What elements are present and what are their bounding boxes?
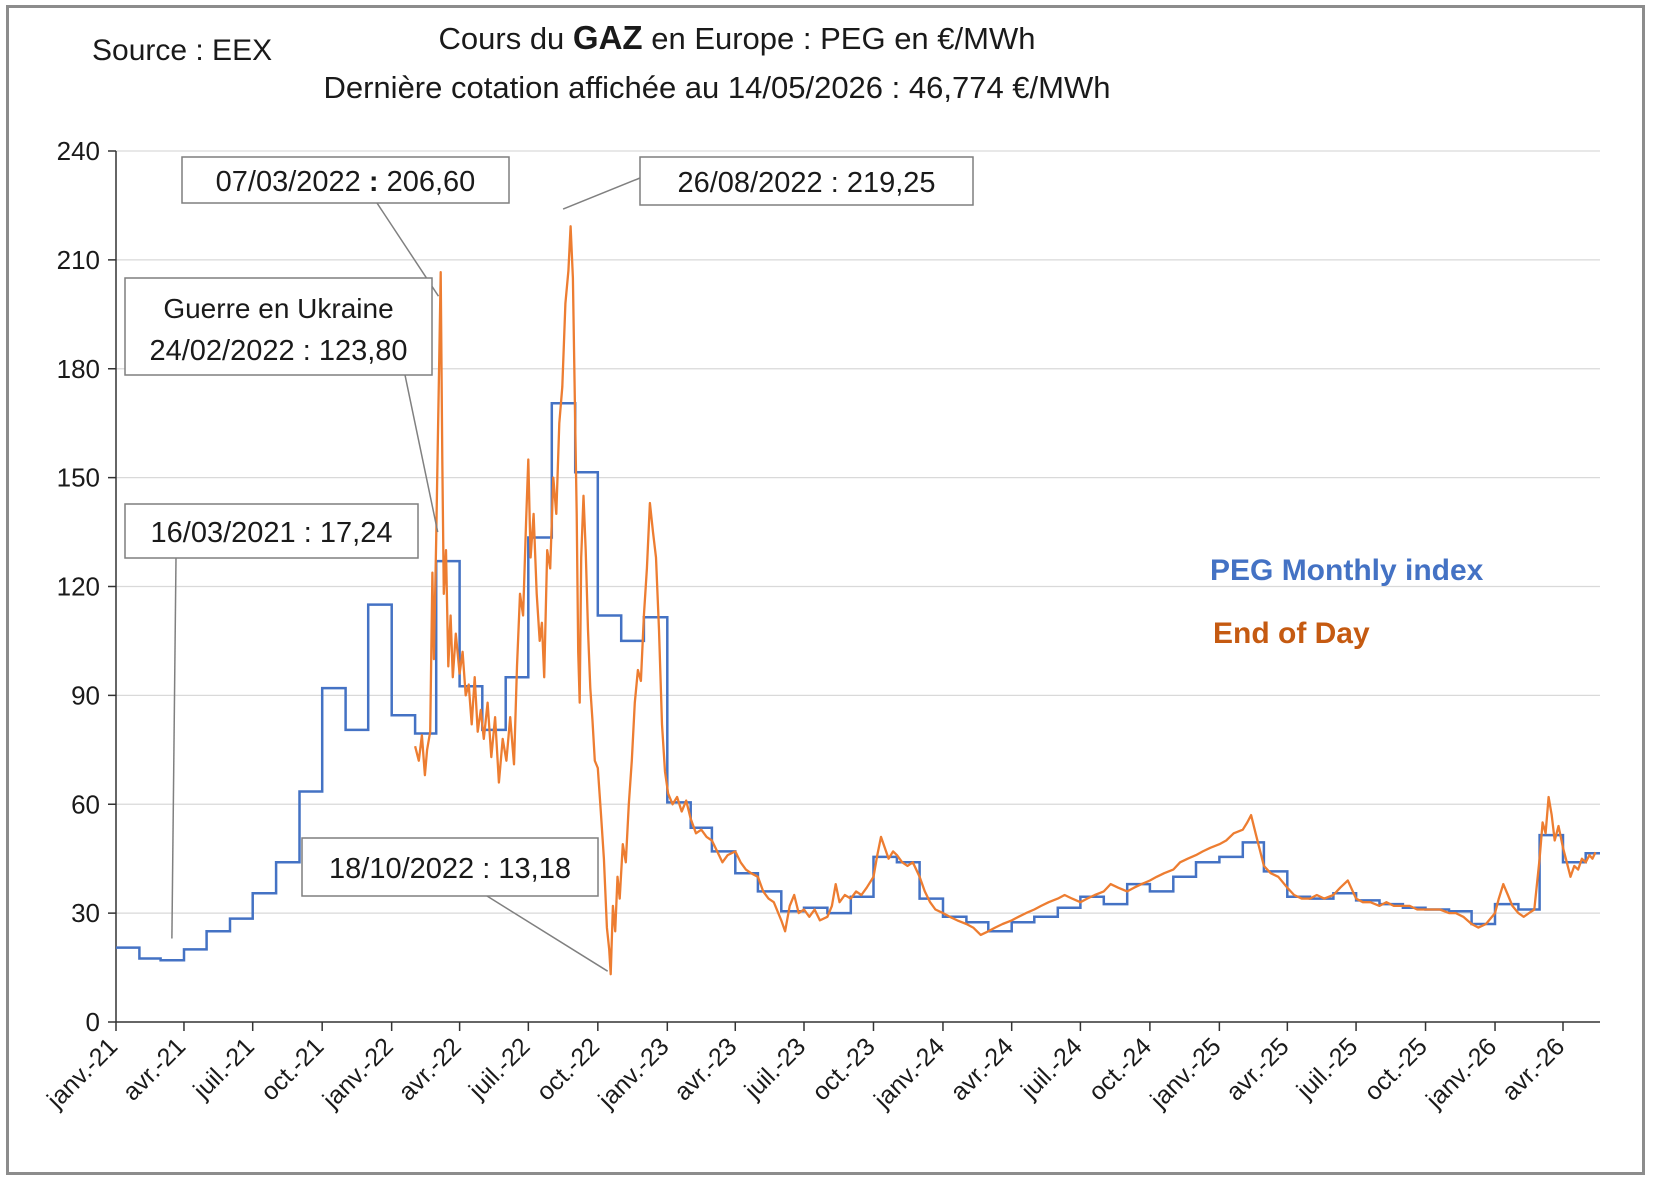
callout-date: 24/02/2022 — [149, 335, 294, 367]
callout-label: 24/02/2022 : 123,80 — [149, 335, 407, 367]
x-tick-label: avr.-25 — [1221, 1032, 1295, 1106]
legend-label: End of Day — [1213, 617, 1370, 650]
series-line-eod — [413, 225, 1597, 976]
y-tick-label: 240 — [57, 136, 100, 166]
y-tick-label: 180 — [57, 354, 100, 384]
legend-label: PEG Monthly index — [1210, 554, 1484, 587]
y-tick-label: 60 — [71, 789, 100, 819]
x-tick-label: juil.-23 — [739, 1032, 812, 1105]
callout-leader-line — [486, 895, 609, 972]
x-tick-label: juil.-22 — [463, 1032, 536, 1105]
callout-date: 07/03/2022 — [216, 166, 361, 198]
y-tick-label: 30 — [71, 898, 100, 928]
y-tick-label: 120 — [57, 572, 100, 602]
x-tick-label: janv.-24 — [868, 1032, 950, 1114]
x-tick-label: avr.-24 — [945, 1032, 1019, 1106]
callout-label: 07/03/2022 : 206,60 — [216, 166, 476, 198]
x-tick-label: juil.-21 — [187, 1032, 260, 1105]
chart-title-bold: GAZ — [573, 19, 643, 56]
callout-label: 26/08/2022 : 219,25 — [677, 167, 935, 199]
callout-box — [124, 277, 433, 376]
callout-value: 123,80 — [319, 335, 408, 367]
y-tick-label: 0 — [86, 1007, 100, 1037]
callout-separator: : — [295, 335, 319, 367]
x-tick-label: juil.-25 — [1291, 1032, 1364, 1105]
callout-separator: : — [296, 517, 320, 549]
callout-separator: : — [474, 853, 498, 885]
callout-value: 17,24 — [320, 517, 393, 549]
callout-title: Guerre en Ukraine — [163, 293, 393, 324]
x-tick-label: janv.-23 — [592, 1032, 674, 1114]
callout-box — [301, 837, 599, 897]
callout-date: 18/10/2022 — [329, 853, 474, 885]
callout-box — [124, 503, 419, 559]
callout-box — [639, 156, 974, 206]
gridlines — [116, 150, 1600, 914]
chart-title-suffix: en Europe : PEG en €/MWh — [651, 21, 1035, 56]
callout-separator: : — [823, 167, 847, 199]
y-tick-label: 90 — [71, 680, 100, 710]
x-tick-label: avr.-26 — [1496, 1032, 1570, 1106]
y-tick-label: 150 — [57, 463, 100, 493]
x-tick-label: janv.-21 — [41, 1032, 123, 1114]
callout-value: 13,18 — [498, 853, 571, 885]
source-label: Source : EEX — [92, 34, 272, 67]
callout-box — [181, 156, 510, 204]
x-tick-label: avr.-23 — [669, 1032, 743, 1106]
callout-leader-line — [404, 374, 439, 533]
callout-date: 16/03/2021 — [151, 517, 296, 549]
callout-label: 18/10/2022 : 13,18 — [329, 853, 571, 885]
legend: PEG Monthly index End of Day — [1210, 554, 1484, 650]
x-tick-label: avr.-21 — [117, 1032, 191, 1106]
x-tick-label: avr.-22 — [393, 1032, 467, 1106]
callout-separator: : — [361, 166, 387, 198]
callout-leader-line — [562, 177, 641, 210]
x-tick-label: janv.-22 — [317, 1032, 399, 1114]
x-tick-label: janv.-25 — [1145, 1032, 1227, 1114]
callout-leader-line — [171, 557, 177, 939]
x-tick-label: janv.-26 — [1420, 1032, 1502, 1114]
series-layer — [116, 225, 1600, 976]
chart-title: Cours du GAZ en Europe : PEG en €/MWh — [439, 19, 1036, 56]
callout-value: 219,25 — [847, 167, 936, 199]
chart-title-prefix: Cours du — [439, 21, 573, 56]
callouts: 07/03/2022 : 206,60 26/08/2022 : 219,25 Gu… — [124, 156, 974, 972]
callout-value: 206,60 — [387, 166, 476, 198]
y-tick-label: 210 — [57, 245, 100, 275]
x-tick-label: juil.-24 — [1015, 1032, 1088, 1105]
chart-subtitle: Dernière cotation affichée au 14/05/2026… — [323, 70, 1110, 105]
callout-label: 16/03/2021 : 17,24 — [151, 517, 393, 549]
callout-date: 26/08/2022 — [677, 167, 822, 199]
